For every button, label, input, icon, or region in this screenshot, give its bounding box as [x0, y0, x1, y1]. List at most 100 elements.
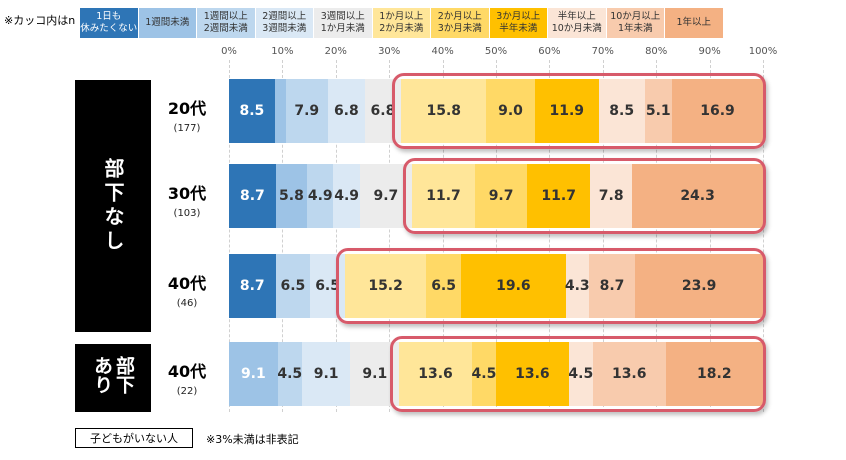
- data-label: 6.8: [333, 103, 359, 119]
- bar-segment: 13.6: [496, 342, 569, 406]
- group-label: 部下あり: [75, 344, 151, 412]
- data-label: 4.3: [564, 278, 590, 294]
- legend-item: 1日も 休みたくない: [80, 8, 139, 38]
- data-label: 8.5: [609, 103, 635, 119]
- legend-item: 10か月以上 1年未満: [606, 8, 665, 38]
- gridline: [389, 60, 391, 412]
- bar-segment: 11.7: [412, 164, 475, 228]
- gridline: [549, 60, 551, 412]
- bar-segment: 13.6: [592, 342, 666, 406]
- data-label: 6.5: [431, 278, 456, 294]
- bar-segment: 8.5: [229, 79, 275, 143]
- data-label: 5.1: [645, 103, 671, 119]
- data-label: 24.3: [680, 188, 715, 204]
- legend-item: 1週間以上 2週間未満: [197, 8, 256, 38]
- data-label: 13.6: [515, 366, 550, 382]
- data-label: 18.2: [697, 366, 732, 382]
- data-label: 8.5: [239, 103, 265, 119]
- gridline: [335, 60, 337, 412]
- bar-segment: [274, 79, 286, 143]
- x-tick-label: 30%: [378, 46, 401, 57]
- sample-size-note: ※カッコ内はn: [4, 14, 76, 27]
- data-label: 19.6: [496, 278, 531, 294]
- bar-segment: 15.2: [344, 254, 427, 318]
- data-label: 6.5: [315, 278, 340, 294]
- gridline: [763, 60, 764, 412]
- bar-segment: 6.5: [310, 254, 345, 318]
- bar-segment: 7.8: [590, 164, 633, 228]
- bar-segment: 4.3: [564, 254, 590, 318]
- gridline: [442, 60, 444, 412]
- bar-segment: 5.1: [644, 79, 673, 143]
- legend-item: 3週間以上 1か月未満: [314, 8, 373, 38]
- bar-segment: 4.5: [568, 342, 593, 406]
- row-age: 20代: [167, 99, 207, 118]
- bar-segment: 7.9: [285, 79, 329, 143]
- x-tick-label: 90%: [698, 46, 721, 57]
- data-label: 8.7: [599, 278, 625, 294]
- data-label: 13.6: [611, 366, 647, 382]
- x-tick-label: 60%: [538, 46, 561, 57]
- bar-segment: 4.9: [333, 164, 360, 228]
- data-label: 11.9: [549, 103, 585, 119]
- group-label: 部下なし: [75, 80, 151, 332]
- data-label: 7.9: [294, 103, 320, 119]
- x-tick-label: 40%: [431, 46, 454, 57]
- x-tick-label: 0%: [221, 46, 237, 57]
- bar-segment: 19.6: [460, 254, 566, 318]
- data-label: 15.8: [426, 103, 462, 119]
- row-age: 40代: [167, 274, 207, 293]
- x-tick-label: 20%: [324, 46, 347, 57]
- legend-item: 1か月以上 2か月未満: [372, 8, 431, 38]
- data-label: 11.7: [541, 188, 576, 204]
- legend-item: 2か月以上 3か月未満: [431, 8, 490, 38]
- gridline: [282, 60, 284, 412]
- data-label: 15.2: [368, 278, 403, 294]
- x-tick-label: 100%: [748, 46, 778, 57]
- bar-segment: 6.5: [275, 254, 311, 318]
- bar-segment: 8.5: [598, 79, 645, 143]
- row-age: 40代: [167, 362, 207, 381]
- data-label: 9.1: [362, 366, 388, 382]
- gridline: [229, 60, 230, 412]
- data-label: 4.5: [471, 366, 497, 382]
- row-label: 20代 (177): [150, 95, 224, 134]
- legend-item: 1週間未満: [138, 8, 197, 38]
- data-label: 8.7: [239, 278, 265, 294]
- legend-item: 半年以上 10か月未満: [548, 8, 607, 38]
- threshold-note: ※3%未満は非表記: [206, 433, 299, 446]
- data-label: 13.6: [418, 366, 453, 382]
- bar-segment: 8.7: [588, 254, 636, 318]
- bar-segment: 9.1: [350, 342, 400, 406]
- row-age: 30代: [167, 184, 207, 203]
- bar-segment: 24.3: [632, 164, 763, 228]
- bar-segment: 9.1: [229, 342, 278, 406]
- legend: 1日も 休みたくない 1週間未満 1週間以上 2週間未満 2週間以上 3週間未満 3週間…: [80, 8, 724, 38]
- data-label: 9.7: [373, 188, 399, 204]
- data-label: 6.8: [370, 103, 396, 119]
- bar-segment: 8.7: [229, 254, 276, 318]
- bar-segment: 8.7: [229, 164, 276, 228]
- row-label: 30代 (103): [150, 180, 224, 219]
- data-label: 5.8: [279, 188, 304, 204]
- gridline: [656, 60, 658, 412]
- bar-segment: 4.5: [277, 342, 302, 406]
- x-tick-label: 70%: [591, 46, 614, 57]
- row-sample-size: (103): [173, 208, 201, 219]
- row-sample-size: (22): [176, 386, 198, 397]
- bar-segment: 11.9: [534, 79, 599, 143]
- data-label: 9.1: [240, 366, 266, 382]
- bar-segment: 5.8: [275, 164, 308, 228]
- bar-segment: 6.5: [426, 254, 461, 318]
- bar-segment: 4.5: [472, 342, 496, 406]
- bar-segment: 11.7: [527, 164, 591, 228]
- gridline: [602, 60, 604, 412]
- x-tick-label: 80%: [645, 46, 668, 57]
- data-label: 4.9: [307, 188, 333, 204]
- bar-segment: 9.0: [486, 79, 535, 143]
- row-sample-size: (46): [176, 298, 198, 309]
- bar-segment: 4.9: [307, 164, 334, 228]
- bar-segment: 23.9: [635, 254, 763, 318]
- data-label: 11.7: [426, 188, 461, 204]
- gridline: [709, 60, 711, 412]
